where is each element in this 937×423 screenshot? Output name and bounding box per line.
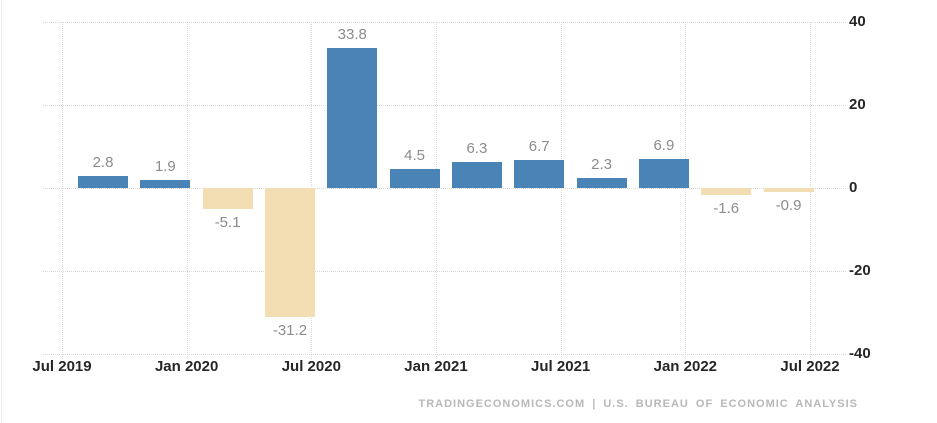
y-tick-label: 40 [849, 13, 866, 30]
gridline-vertical [186, 22, 188, 359]
bar[interactable] [451, 161, 502, 188]
bar-value-label: -5.1 [214, 214, 241, 232]
y-tick-label: -20 [849, 262, 871, 279]
bar-value-label: 6.3 [466, 139, 488, 157]
bar-value-label: 33.8 [337, 25, 367, 43]
y-tick-label: 20 [849, 96, 866, 113]
footer-attribution: TRADINGECONOMICS.COM | U.S. BUREAU OF EC… [418, 398, 858, 410]
bar-value-label: 6.9 [653, 137, 675, 155]
x-tick-label: Jan 2022 [653, 358, 718, 375]
bar-value-label: -31.2 [272, 322, 308, 340]
x-tick-label: Jul 2022 [780, 358, 840, 375]
gridline-vertical [62, 22, 63, 359]
bar-value-label: -0.9 [775, 196, 802, 214]
bar-value-label: 2.8 [92, 154, 114, 172]
bar-value-label: 1.9 [154, 158, 176, 176]
x-tick-label: Jul 2021 [531, 358, 591, 375]
bar[interactable] [638, 159, 689, 188]
gridline-vertical [685, 22, 687, 359]
bar[interactable] [514, 160, 565, 188]
gridline-horizontal [43, 105, 846, 106]
bar[interactable] [327, 47, 378, 188]
x-tick-label: Jul 2020 [281, 358, 341, 375]
gridline-horizontal [43, 354, 846, 355]
bar-value-label: -1.6 [713, 199, 740, 217]
gridline-horizontal [43, 188, 846, 189]
bar[interactable] [701, 188, 752, 195]
y-tick-label: -40 [849, 345, 871, 362]
bar[interactable] [763, 188, 814, 192]
x-tick-label: Jan 2020 [154, 358, 219, 375]
gridline-vertical [436, 22, 437, 359]
x-tick-label: Jan 2021 [404, 358, 468, 375]
bar[interactable] [576, 178, 627, 188]
bar[interactable] [78, 176, 128, 188]
gridline-horizontal [43, 271, 846, 272]
gridline-vertical [560, 22, 562, 359]
bar-value-label: 4.5 [404, 147, 426, 165]
bar[interactable] [140, 180, 191, 188]
x-tick-label: Jul 2019 [32, 358, 92, 375]
y-tick-label: 0 [849, 179, 858, 196]
bar[interactable] [264, 188, 315, 318]
bar[interactable] [202, 188, 253, 210]
bar[interactable] [389, 169, 440, 188]
bar-value-label: 6.7 [528, 138, 550, 156]
chart-left-frame-border [1, 0, 2, 423]
gridline-horizontal [43, 22, 846, 23]
bar-value-label: 2.3 [591, 156, 612, 174]
